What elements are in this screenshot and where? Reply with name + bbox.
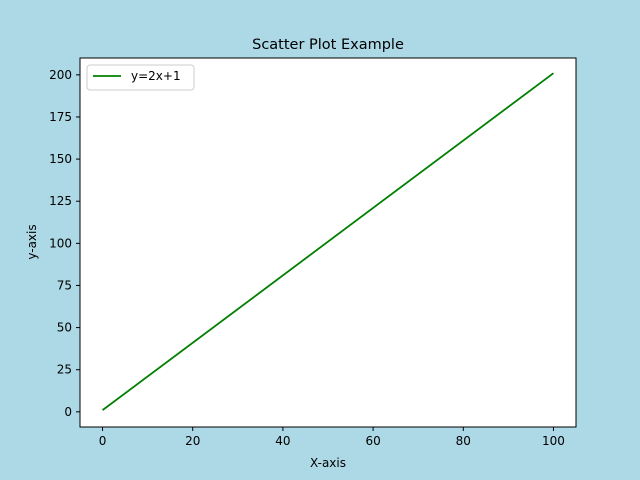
y-axis-label: y-axis [25,224,39,259]
x-axis-label: X-axis [310,456,346,470]
legend-label: y=2x+1 [131,69,181,83]
plot-frame [79,57,577,428]
x-tick-label: 20 [185,434,200,448]
y-tick-label: 75 [57,278,72,292]
y-tick-label: 100 [49,236,72,250]
axis-ticks: 0 20 40 60 80 100 0 25 50 75 100 125 150 175 200 [49,68,565,448]
y-tick-label: 125 [49,194,72,208]
legend: y=2x+1 [86,64,195,91]
series-layer [102,72,554,411]
x-tick-label: 100 [542,434,565,448]
y-tick-label: 25 [57,363,72,377]
y-tick-label: 150 [49,152,72,166]
y-tick-label: 200 [49,68,72,82]
x-tick-label: 0 [99,434,107,448]
series-line [102,72,554,411]
y-tick-label: 175 [49,110,72,124]
y-tick-label: 0 [64,405,72,419]
chart-title: Scatter Plot Example [252,37,404,53]
x-tick-label: 80 [456,434,471,448]
legend-box [86,64,195,91]
x-tick-label: 60 [365,434,380,448]
y-tick-label: 50 [57,321,72,335]
x-tick-label: 40 [275,434,290,448]
